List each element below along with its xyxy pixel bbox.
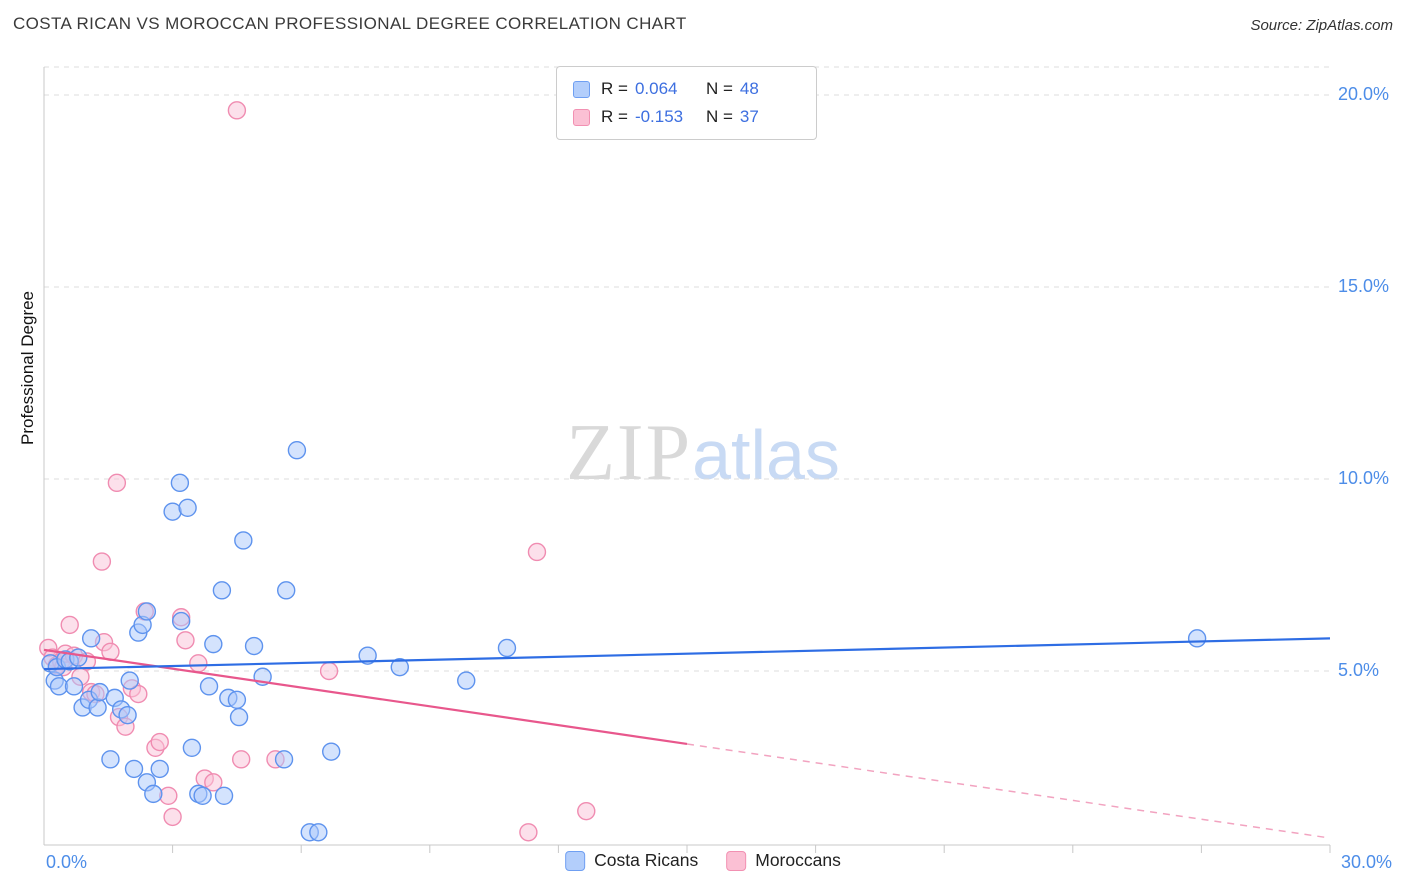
source-label: Source: ZipAtlas.com <box>1250 17 1393 34</box>
costa-ricans-point <box>229 707 249 727</box>
moroccans-point <box>92 552 112 571</box>
moroccans-point <box>227 101 247 120</box>
moroccans-swatch <box>726 850 747 871</box>
legend-item-costa-ricans[interactable]: Costa Ricans <box>565 850 698 871</box>
n-label: N = <box>705 107 733 126</box>
costa-ricans-point <box>457 671 476 690</box>
costa-ricans-point <box>276 581 296 600</box>
costa-ricans-point <box>101 750 120 769</box>
r-label: R = <box>601 107 628 126</box>
moroccans-point <box>527 542 547 562</box>
costa-ricans-point <box>204 634 223 654</box>
watermark-zip: ZIP <box>566 409 693 497</box>
costa-ricans-point <box>120 671 139 690</box>
n-label: N = <box>705 79 733 98</box>
costa-ricans-point <box>244 636 264 656</box>
moroccans-swatch <box>573 108 590 126</box>
costa-ricans-point <box>358 646 377 665</box>
legend-row-moroccans: R = -0.153 N = 37 <box>573 103 800 131</box>
legend-label-costa-ricans: Costa Ricans <box>594 850 699 870</box>
costa-ricans-point <box>497 638 517 658</box>
costa-ricans-point <box>150 759 169 779</box>
moroccans-point <box>319 661 339 681</box>
y-tick-label-5: 5.0% <box>1338 660 1380 680</box>
costa-ricans-point <box>287 441 307 460</box>
r-value: 0.064 <box>634 79 678 98</box>
x-tick-label-max: 30.0% <box>1340 852 1392 872</box>
moroccans-point <box>231 750 251 769</box>
chart-title: COSTA RICAN VS MOROCCAN PROFESSIONAL DEG… <box>13 14 687 33</box>
moroccans-point <box>163 807 182 827</box>
costa-ricans-point <box>322 742 341 761</box>
costa-ricans-point <box>144 784 163 804</box>
moroccans-point <box>519 823 538 842</box>
costa-ricans-swatch <box>565 850 586 871</box>
costa-ricans-point <box>193 786 212 805</box>
moroccans-point <box>189 654 208 673</box>
costa-ricans-point <box>1187 629 1207 648</box>
y-tick-label-10: 10.0% <box>1338 468 1390 488</box>
moroccans-point <box>129 684 148 704</box>
costa-ricans-point <box>234 531 253 550</box>
costa-ricans-point <box>199 677 219 696</box>
moroccans-point <box>176 631 195 650</box>
costa-ricans-trend-line <box>43 637 1331 671</box>
moroccans-point <box>107 473 127 493</box>
watermark: ZIPatlas <box>566 408 840 499</box>
moroccans-point <box>60 615 79 635</box>
costa-ricans-point <box>182 738 202 757</box>
y-axis-title: Professional Degree <box>18 290 37 446</box>
costa-ricans-point <box>309 823 328 842</box>
moroccans-point <box>577 801 596 821</box>
correlation-legend: R = 0.064 N = 48 R = -0.153 N = 37 <box>556 66 817 140</box>
watermark-atlas: atlas <box>692 416 840 494</box>
r-label: R = <box>601 79 628 98</box>
costa-ricans-swatch <box>573 80 590 98</box>
costa-ricans-point <box>214 786 234 805</box>
y-tick-label-20: 20.0% <box>1338 84 1390 104</box>
n-value: 48 <box>739 79 759 98</box>
legend-row-costa-ricans: R = 0.064 N = 48 <box>573 75 800 103</box>
costa-ricans-point <box>390 657 409 677</box>
costa-ricans-point <box>118 705 137 725</box>
bottom-legend: Costa Ricans Moroccans <box>557 850 849 871</box>
moroccans-point <box>159 786 178 805</box>
costa-ricans-point <box>69 648 88 667</box>
costa-ricans-point <box>274 750 294 769</box>
costa-ricans-point <box>171 611 191 631</box>
x-tick-label-min: 0.0% <box>46 852 88 872</box>
costa-ricans-point <box>124 759 144 779</box>
moroccans-point <box>204 773 223 792</box>
costa-ricans-point <box>64 677 84 696</box>
legend-label-moroccans: Moroccans <box>755 850 841 870</box>
costa-ricans-point <box>137 602 157 621</box>
n-value: 37 <box>739 107 759 126</box>
y-tick-label-15: 15.0% <box>1338 276 1390 296</box>
costa-ricans-point <box>227 690 247 709</box>
costa-ricans-point <box>88 698 107 717</box>
r-value: -0.153 <box>634 107 684 126</box>
costa-ricans-point <box>163 502 182 521</box>
costa-ricans-point <box>212 581 232 600</box>
moroccans-point <box>150 732 169 752</box>
costa-ricans-point <box>170 473 190 493</box>
legend-item-moroccans[interactable]: Moroccans <box>726 850 841 871</box>
costa-ricans-point <box>178 498 197 517</box>
moroccans-trend-line-extrapolated <box>686 743 1331 839</box>
costa-ricans-point <box>81 629 101 648</box>
